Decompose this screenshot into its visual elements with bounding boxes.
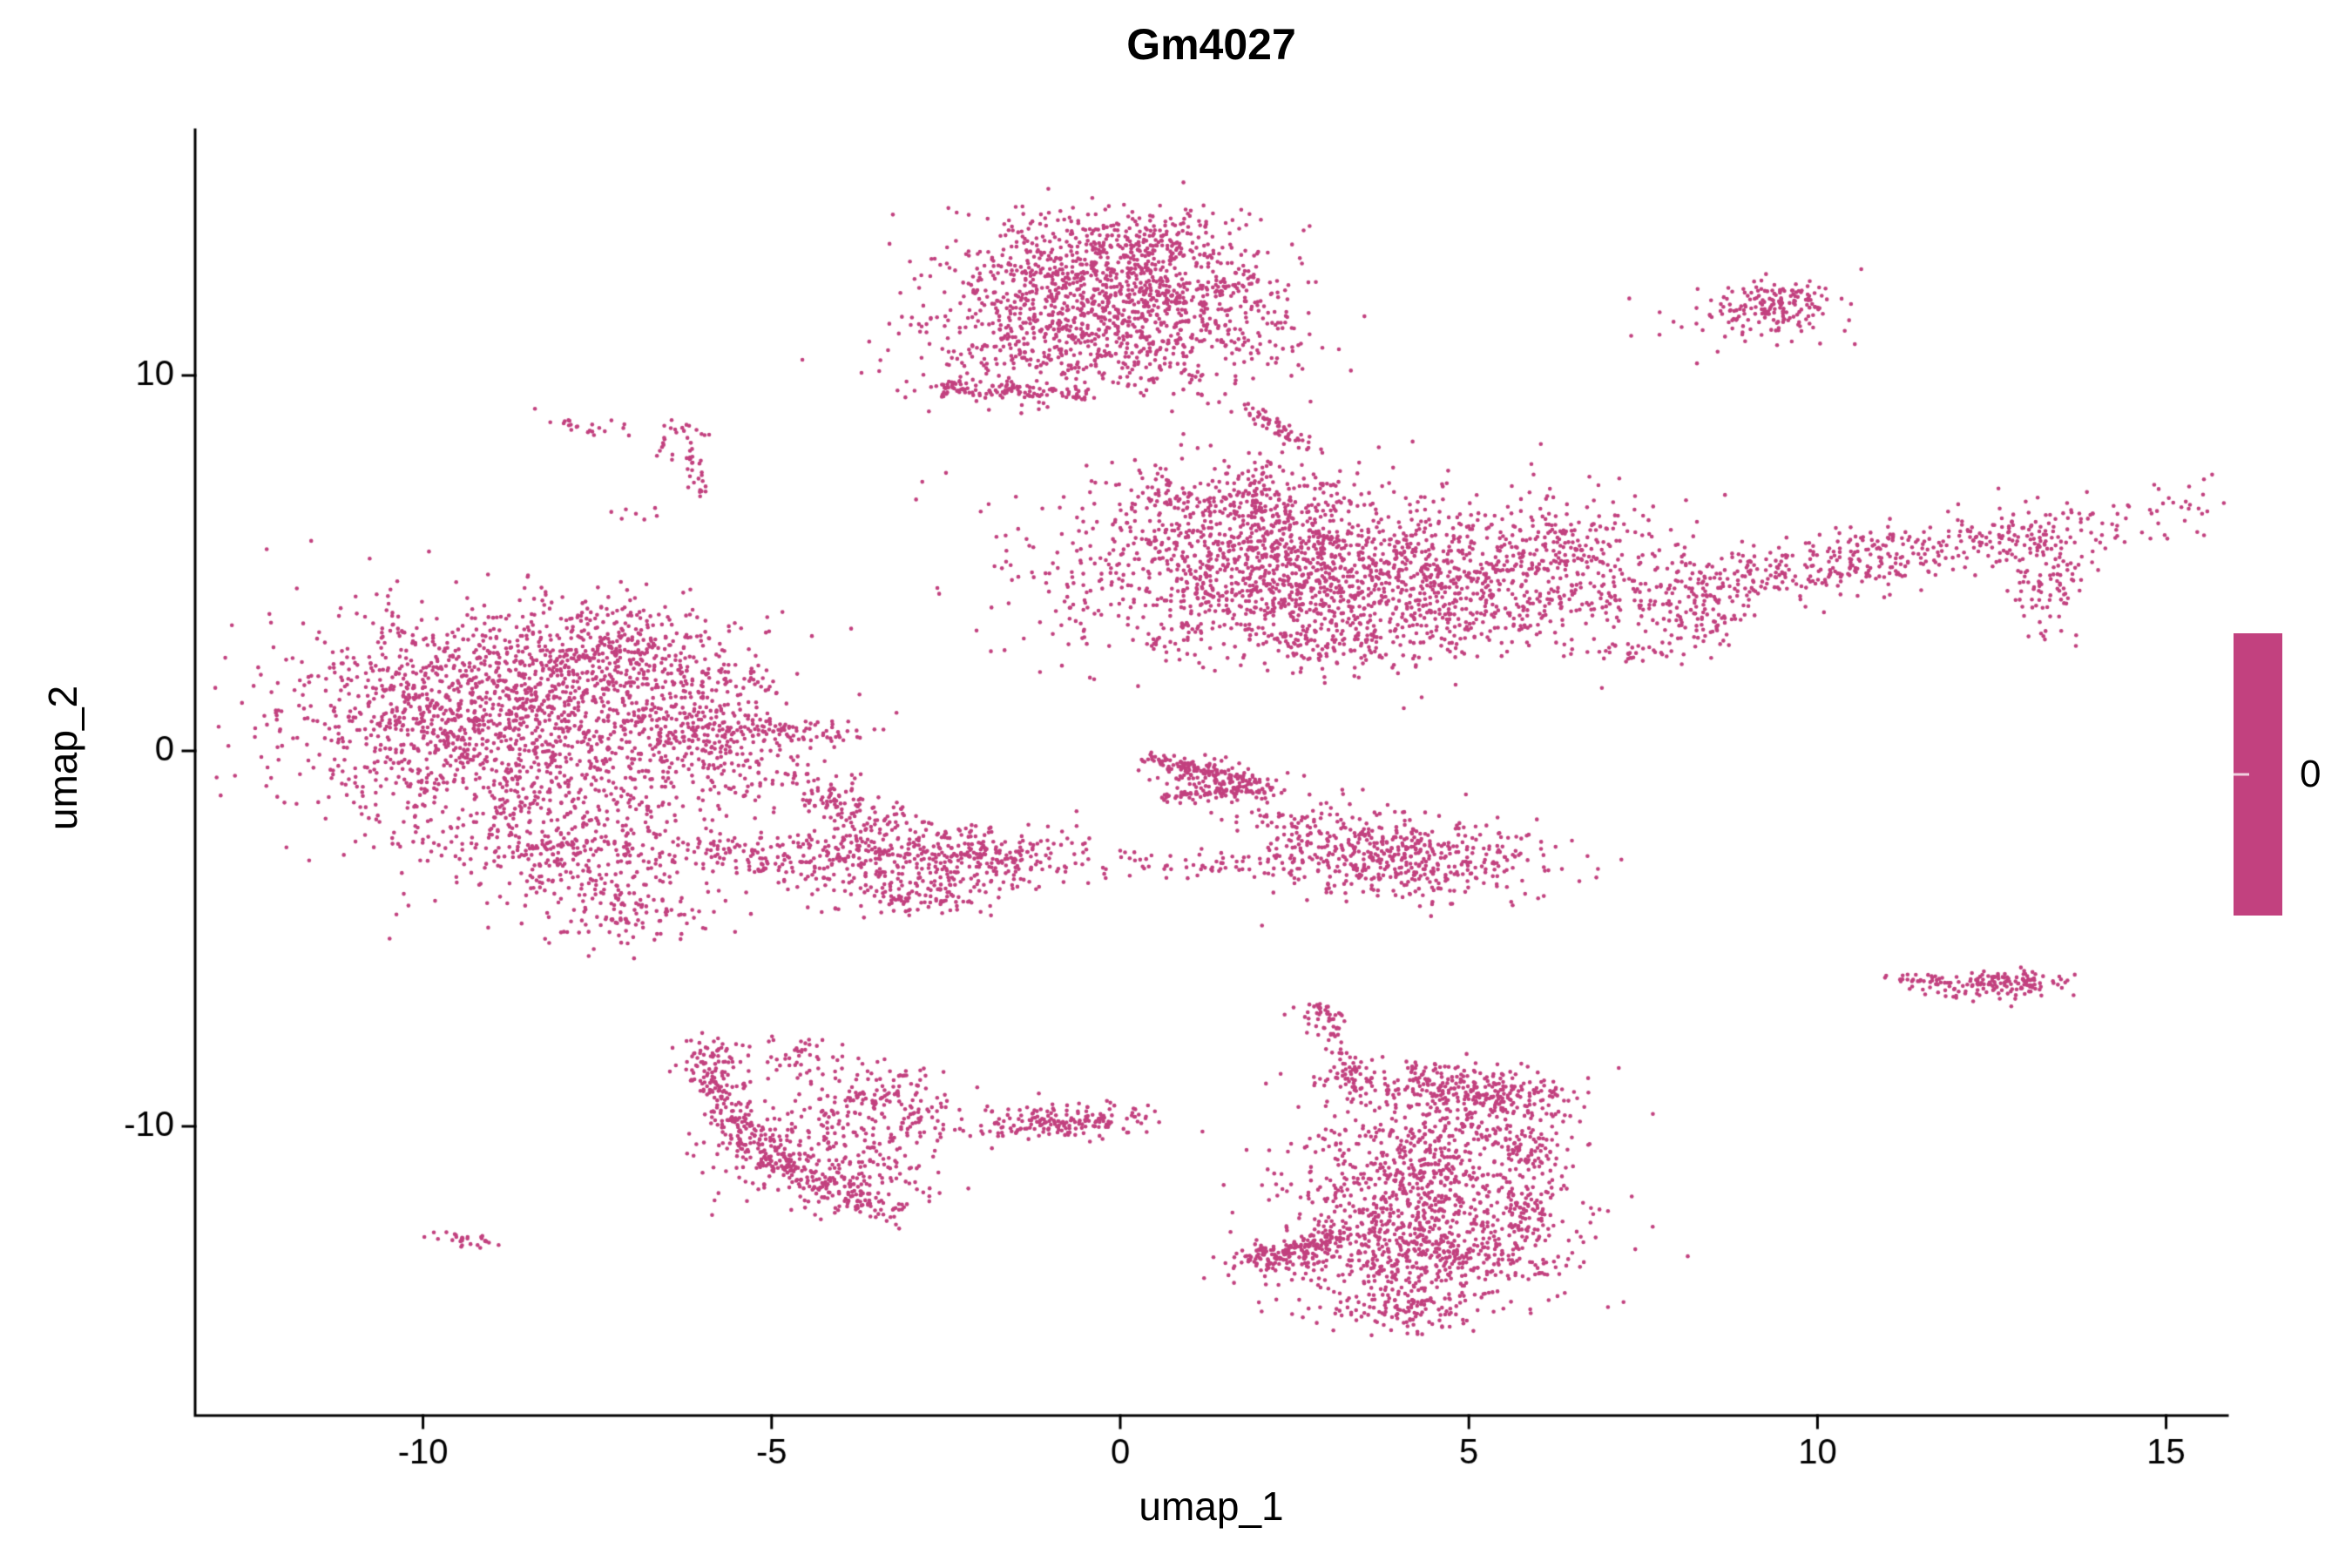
colorbar [2234, 633, 2282, 916]
colorbar-tick-mark [2234, 773, 2249, 776]
y-axis-label: umap_2 [40, 685, 85, 831]
x-axis-label: umap_1 [1139, 1484, 1284, 1529]
colorbar-tick-label: 0 [2300, 753, 2322, 795]
